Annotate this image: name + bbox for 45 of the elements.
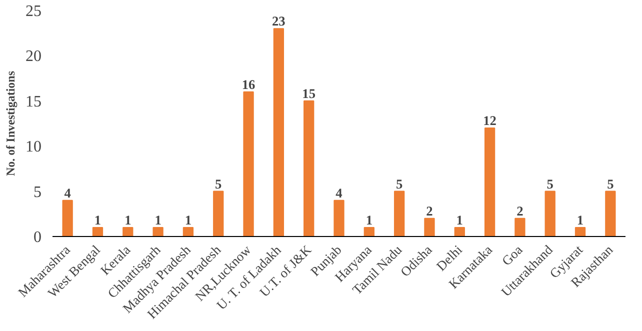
bar xyxy=(273,28,284,236)
bar xyxy=(304,100,314,236)
bar xyxy=(364,226,374,236)
data-label: 1 xyxy=(366,212,372,228)
data-label: 1 xyxy=(94,212,102,228)
data-label: 5 xyxy=(546,176,554,192)
bar xyxy=(182,226,194,236)
data-label: 23 xyxy=(272,14,286,29)
bar xyxy=(122,226,134,236)
data-label: 1 xyxy=(456,212,463,228)
data-label: 4 xyxy=(336,185,343,200)
data-label: 5 xyxy=(607,176,614,192)
bar xyxy=(514,218,526,236)
bar xyxy=(484,128,496,236)
bar xyxy=(424,218,435,236)
bar xyxy=(454,226,465,236)
data-label: 12 xyxy=(483,113,497,128)
data-label: 5 xyxy=(215,176,222,192)
y-tick-label: 5 xyxy=(34,184,42,201)
data-label: 1 xyxy=(184,212,192,228)
data-label: 1 xyxy=(124,212,132,228)
data-label: 15 xyxy=(302,86,316,101)
y-tick-label: 25 xyxy=(26,3,42,20)
y-tick-label: 0 xyxy=(34,229,42,246)
bar xyxy=(62,200,73,236)
y-axis-title: No. of Investigations xyxy=(4,70,18,176)
bar xyxy=(605,190,616,236)
bar xyxy=(394,190,405,236)
bar xyxy=(152,226,164,236)
data-label: 16 xyxy=(242,76,256,92)
y-tick-label: 10 xyxy=(26,138,42,156)
data-label: 1 xyxy=(154,212,162,228)
bar xyxy=(213,190,224,236)
bar xyxy=(334,200,344,236)
bar xyxy=(243,91,254,236)
y-tick-label: 20 xyxy=(26,48,42,66)
data-label: 2 xyxy=(426,203,434,218)
data-label: 4 xyxy=(64,185,72,200)
data-label: 5 xyxy=(396,176,403,192)
bar xyxy=(574,226,586,236)
bar xyxy=(544,190,556,236)
data-label: 1 xyxy=(576,212,584,228)
bar xyxy=(92,226,104,236)
y-tick-label: 15 xyxy=(26,93,42,110)
data-label: 2 xyxy=(516,203,524,218)
